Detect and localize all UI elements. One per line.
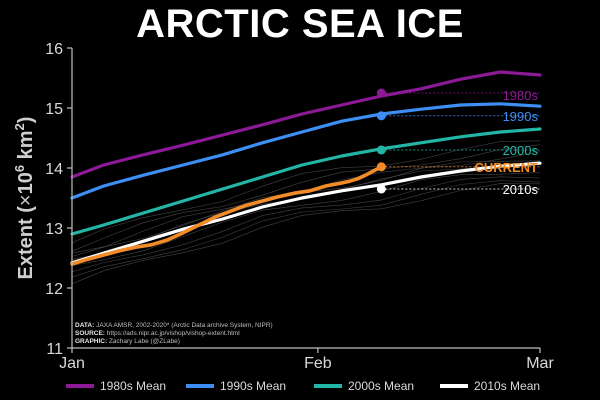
legend: 1980s Mean 1990s Mean 2000s Mean 2010s Mean <box>66 379 540 393</box>
legend-label-1980s: 1980s Mean <box>100 379 166 393</box>
y-tick-label: 12 <box>45 281 63 298</box>
y-tick-label: 11 <box>46 341 63 358</box>
marker-2000s <box>376 145 386 155</box>
y-axis-label-part: 2 <box>12 123 27 130</box>
y-axis-label-part: Extent ( <box>15 206 37 280</box>
y-axis-label-part: 6 <box>12 165 27 172</box>
marker-2010s <box>376 184 386 194</box>
marker-1980s <box>376 88 386 98</box>
end-label-current: CURRENT <box>474 160 538 175</box>
y-axis-label-part: km <box>15 130 37 164</box>
marker-1990s <box>376 111 386 121</box>
legend-label-1990s: 1990s Mean <box>220 379 286 393</box>
end-label-1980s: 1980s <box>503 88 539 103</box>
y-tick-label: 16 <box>45 41 63 58</box>
decadal-mean-lines <box>70 70 542 266</box>
credits-block: DATA: JAXA AMSR, 2002-2020* (Arctic Data… <box>75 322 273 345</box>
y-axis-label-part: × <box>15 194 37 206</box>
end-labels: 1980s 1990s 2000s CURRENT 2010s <box>474 88 538 197</box>
credit-label: DATA: <box>75 322 94 329</box>
axes: 11 12 13 14 15 16 Jan Feb Mar <box>45 41 554 372</box>
y-axis-label-part: 10 <box>15 172 37 194</box>
past-year-line <box>71 172 541 266</box>
end-label-2010s: 2010s <box>503 182 539 197</box>
x-tick-label: Feb <box>304 355 332 372</box>
credit-text: Zachary Labe (@ZLabe) <box>107 338 180 345</box>
mean-line-2000s <box>70 127 542 236</box>
past-year-line <box>71 183 541 285</box>
credit-text: JAXA AMSR, 2002-2020* (Arctic Data archi… <box>94 322 272 329</box>
credit-data: DATA: JAXA AMSR, 2002-2020* (Arctic Data… <box>75 322 273 329</box>
past-year-line <box>71 176 541 273</box>
y-tick-label: 14 <box>45 161 63 178</box>
credit-source: SOURCE: https://ads.nipr.ac.jp/vishop/vi… <box>75 330 240 337</box>
current-line <box>70 165 384 266</box>
credit-text: https://ads.nipr.ac.jp/vishop/vishop-ext… <box>105 330 240 337</box>
x-tick-label: Jan <box>59 355 85 372</box>
marker-current <box>376 162 386 172</box>
legend-label-2010s: 2010s Mean <box>474 379 540 393</box>
x-tick-label: Mar <box>526 355 554 372</box>
y-tick-label: 13 <box>45 221 63 238</box>
y-axis-label: Extent (×106 km2) <box>12 117 37 280</box>
legend-label-2000s: 2000s Mean <box>348 379 414 393</box>
date-markers <box>376 88 540 194</box>
credit-graphic: GRAPHIC: Zachary Labe (@ZLabe) <box>75 338 180 345</box>
past-year-line <box>71 180 541 278</box>
svg-text:Extent (×106 km2): Extent (×106 km2) <box>12 117 37 280</box>
mean-line-1990s <box>70 102 542 200</box>
y-axis-label-part: ) <box>15 117 37 124</box>
mean-line-1980s <box>70 70 542 179</box>
past-year-line <box>71 140 541 244</box>
credit-label: SOURCE: <box>75 330 105 337</box>
end-label-1990s: 1990s <box>503 109 539 124</box>
mean-line-2010s <box>70 161 542 265</box>
past-year-line <box>71 144 541 252</box>
credit-label: GRAPHIC: <box>75 338 107 345</box>
chart-title: ARCTIC SEA ICE <box>136 2 464 46</box>
y-tick-label: 15 <box>45 101 63 118</box>
end-label-2000s: 2000s <box>503 143 539 158</box>
